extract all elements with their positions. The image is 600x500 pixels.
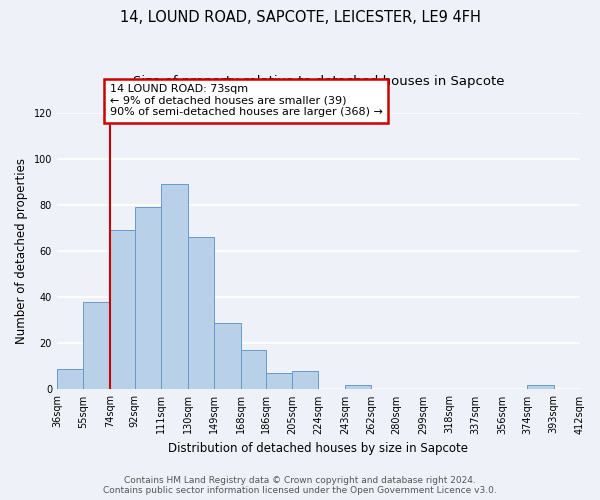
Bar — [188, 238, 214, 390]
Bar — [135, 208, 161, 390]
X-axis label: Distribution of detached houses by size in Sapcote: Distribution of detached houses by size … — [169, 442, 469, 455]
Bar — [266, 374, 292, 390]
Bar — [83, 302, 110, 390]
Text: 14, LOUND ROAD, SAPCOTE, LEICESTER, LE9 4FH: 14, LOUND ROAD, SAPCOTE, LEICESTER, LE9 … — [119, 10, 481, 25]
Text: 14 LOUND ROAD: 73sqm
← 9% of detached houses are smaller (39)
90% of semi-detach: 14 LOUND ROAD: 73sqm ← 9% of detached ho… — [110, 84, 383, 117]
Y-axis label: Number of detached properties: Number of detached properties — [15, 158, 28, 344]
Bar — [161, 184, 188, 390]
Bar — [57, 368, 83, 390]
Bar — [527, 385, 554, 390]
Bar — [241, 350, 266, 390]
Bar — [292, 371, 319, 390]
Bar — [214, 322, 241, 390]
Title: Size of property relative to detached houses in Sapcote: Size of property relative to detached ho… — [133, 75, 504, 88]
Text: Contains HM Land Registry data © Crown copyright and database right 2024.
Contai: Contains HM Land Registry data © Crown c… — [103, 476, 497, 495]
Bar — [345, 385, 371, 390]
Bar — [110, 230, 135, 390]
